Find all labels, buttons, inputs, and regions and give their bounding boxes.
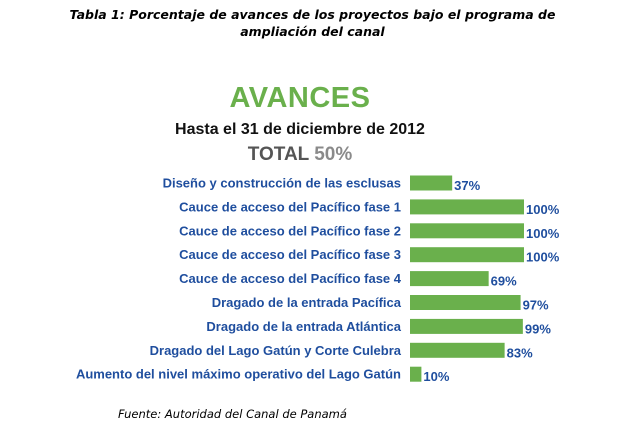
category-label: Diseño y construcción de las esclusas: [163, 176, 401, 191]
bar: [410, 223, 524, 239]
category-label: Dragado del Lago Gatún y Corte Culebra: [150, 343, 402, 358]
total-progress: TOTAL 50%: [190, 144, 410, 166]
bar: [410, 247, 524, 263]
value-label: 10%: [423, 369, 449, 384]
category-label: Aumento del nivel máximo operativo del L…: [76, 367, 401, 382]
category-label: Dragado de la entrada Atlántica: [206, 319, 401, 334]
caption-line-1: Tabla 1: Porcentaje de avances de los pr…: [69, 7, 556, 22]
bar: [410, 175, 453, 191]
bar: [410, 295, 521, 310]
value-label: 97%: [523, 298, 549, 313]
value-label: 99%: [525, 321, 551, 336]
bar: [410, 271, 489, 287]
chart-title: AVANCES: [229, 82, 371, 114]
category-label: Cauce de acceso del Pacífico fase 1: [179, 199, 401, 214]
value-label: 83%: [507, 345, 533, 360]
category-label: Cauce de acceso del Pacífico fase 4: [179, 271, 402, 286]
category-label: Cauce de acceso del Pacífico fase 2: [179, 223, 401, 238]
table-caption: Tabla 1: Porcentaje de avances de los pr…: [0, 6, 625, 40]
total-label: TOTAL: [247, 144, 309, 165]
bar: [410, 342, 505, 358]
value-label: 100%: [526, 226, 560, 241]
value-label: 37%: [454, 178, 480, 193]
value-label: 100%: [526, 250, 560, 265]
bar: [410, 318, 523, 334]
caption-line-2: ampliación del canal: [240, 24, 385, 39]
bar: [410, 366, 422, 382]
bar: [410, 199, 524, 215]
source-note: Fuente: Autoridad del Canal de Panamá: [118, 407, 347, 421]
chart-subtitle: Hasta el 31 de diciembre de 2012: [175, 121, 425, 138]
value-label: 69%: [491, 274, 517, 289]
value-label: 100%: [526, 202, 560, 217]
category-label: Dragado de la entrada Pacífica: [212, 295, 402, 310]
total-value: 50%: [314, 144, 353, 165]
category-label: Cauce de acceso del Pacífico fase 3: [179, 247, 401, 262]
